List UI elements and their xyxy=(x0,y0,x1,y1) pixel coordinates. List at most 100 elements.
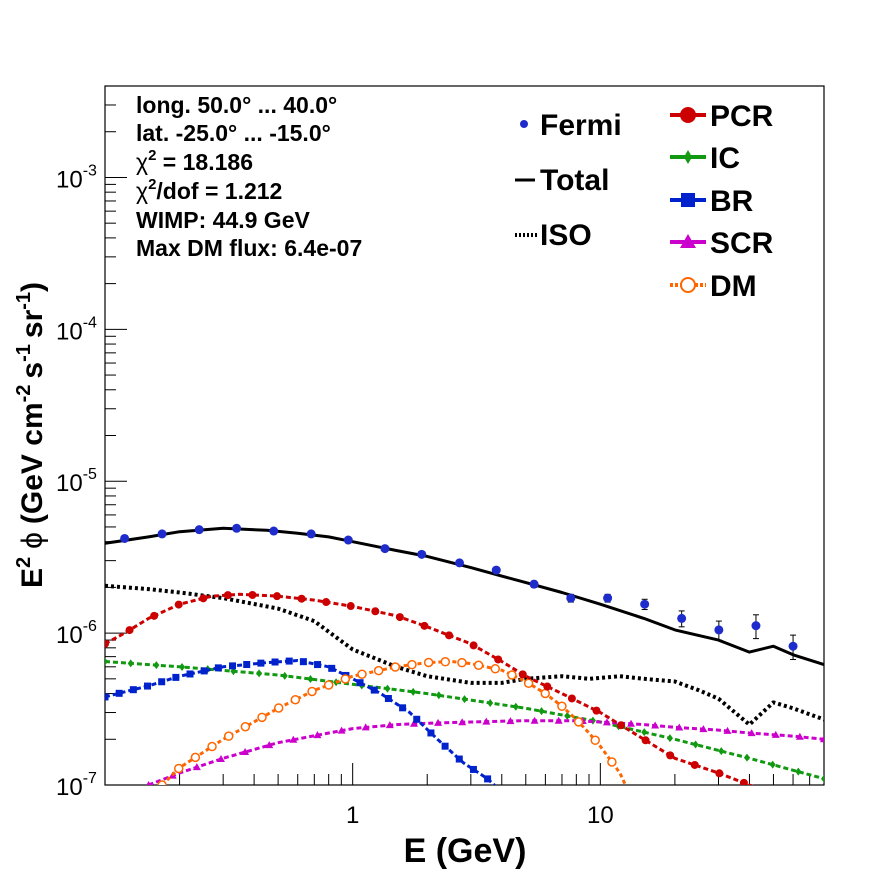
marker-scr xyxy=(458,718,467,726)
marker-scr xyxy=(361,723,370,731)
marker-dm xyxy=(440,657,451,667)
info-chi2-dof: χ2/dof = 1.212 xyxy=(136,176,282,204)
marker-dm xyxy=(625,788,633,796)
marker-br xyxy=(469,765,477,773)
marker-ic xyxy=(743,753,750,762)
x-tick-label: 1 xyxy=(346,802,359,829)
marker-scr xyxy=(146,781,151,785)
y-tick-exp: -4 xyxy=(83,314,97,331)
marker-dm xyxy=(540,688,551,699)
marker-dm xyxy=(373,665,384,676)
marker-dm xyxy=(423,657,434,668)
info-block: long. 50.0° ... 40.0° lat. -25.0° ... -1… xyxy=(136,92,362,261)
marker-ic xyxy=(307,675,314,684)
marker-br xyxy=(257,659,265,667)
marker-dm xyxy=(307,686,317,697)
legend-left: Fermi Total ISO xyxy=(515,109,622,252)
marker-dm xyxy=(257,712,267,723)
y-title-s: s xyxy=(16,362,49,379)
marker-br xyxy=(144,682,152,690)
y-title-gev: (GeV cm xyxy=(16,402,49,524)
y-tick-labels: 10-710-610-510-410-3 xyxy=(56,162,97,801)
fermi-points xyxy=(120,523,798,661)
marker-pcr xyxy=(764,787,772,795)
y-tick-base: 10 xyxy=(56,470,83,497)
marker-pcr xyxy=(641,736,650,745)
marker-dm xyxy=(290,694,301,705)
marker-pcr xyxy=(346,602,355,611)
marker-dm xyxy=(490,664,501,674)
marker-dm xyxy=(457,657,467,668)
marker-scr xyxy=(771,730,780,738)
marker-ic xyxy=(718,747,725,756)
y-tick-base: 10 xyxy=(56,622,83,649)
marker-scr xyxy=(554,716,563,724)
marker-br xyxy=(200,667,208,675)
marker-pcr xyxy=(518,670,527,679)
marker-dm xyxy=(190,752,201,763)
marker-scr xyxy=(627,719,636,727)
x-tick-label: 10 xyxy=(587,802,614,829)
marker-br xyxy=(243,661,251,669)
marker-dm xyxy=(157,780,167,785)
marker-br xyxy=(158,678,166,686)
fermi-point xyxy=(232,523,242,533)
marker-dm xyxy=(523,678,534,689)
y-tick-label: 10-5 xyxy=(56,466,97,497)
marker-ic xyxy=(564,711,571,720)
info-longitude: long. 50.0° ... 40.0° xyxy=(136,92,337,118)
marker-ic xyxy=(487,698,494,707)
marker-ic xyxy=(256,669,263,678)
y-tick-exp: -6 xyxy=(83,618,97,635)
marker-ic xyxy=(153,661,160,670)
marker-br xyxy=(229,662,237,670)
fermi-point xyxy=(640,599,650,609)
marker-ic xyxy=(512,702,519,711)
marker-pcr xyxy=(617,721,626,730)
marker-dm xyxy=(207,741,217,752)
legend-ic-label: IC xyxy=(710,142,740,175)
marker-pcr xyxy=(445,631,454,640)
marker-scr xyxy=(747,729,756,737)
marker-pcr xyxy=(105,639,109,648)
marker-br xyxy=(455,755,463,763)
legend-br-label: BR xyxy=(710,185,754,218)
y-title-e-sup: 2 xyxy=(13,557,35,568)
marker-br xyxy=(285,657,293,665)
marker-pcr xyxy=(125,626,134,635)
info-wimp: WIMP: 44.9 GeV xyxy=(136,207,310,233)
y-tick-base: 10 xyxy=(56,166,83,193)
legend-fermi-label: Fermi xyxy=(540,109,622,142)
fermi-point xyxy=(194,525,204,535)
marker-br xyxy=(186,670,194,678)
legend-ic-marker xyxy=(684,150,692,164)
marker-scr xyxy=(651,721,660,729)
fermi-point xyxy=(120,533,130,543)
fermi-point xyxy=(417,549,427,559)
marker-scr xyxy=(530,716,539,724)
series-line-dm xyxy=(161,660,628,785)
y-tick-exp: -7 xyxy=(83,770,97,787)
marker-scr xyxy=(820,735,824,743)
marker-pcr xyxy=(395,613,404,622)
fermi-point xyxy=(380,544,390,554)
marker-ic xyxy=(105,657,108,666)
marker-scr xyxy=(337,726,346,734)
marker-br xyxy=(413,715,421,723)
marker-ic xyxy=(435,691,442,700)
marker-scr xyxy=(675,723,684,731)
y-tick-exp: -5 xyxy=(83,466,97,483)
info-latitude: lat. -25.0° ... -15.0° xyxy=(136,120,331,146)
y-tick-label: 10-7 xyxy=(56,770,97,801)
y-title-sr: sr xyxy=(16,309,49,338)
marker-dm xyxy=(573,717,584,727)
marker-scr xyxy=(409,719,418,727)
legend-scr-label: SCR xyxy=(710,227,774,260)
y-axis-title: E2ϕ(GeV cm-2s-1sr-1) xyxy=(13,282,49,588)
marker-dm xyxy=(507,670,517,680)
info-max-dm: Max DM flux: 6.4e-07 xyxy=(136,235,362,261)
legend-pcr-label: PCR xyxy=(710,100,774,133)
legend-scr-marker xyxy=(680,234,696,248)
x-tick-labels: 1 10 xyxy=(346,802,614,829)
